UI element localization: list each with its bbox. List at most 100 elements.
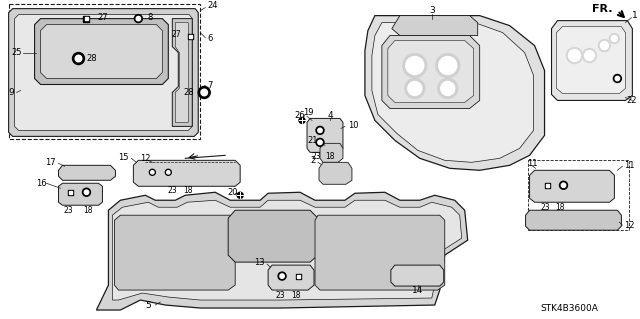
Text: 23: 23 xyxy=(541,203,550,212)
Text: 19: 19 xyxy=(303,108,313,117)
Text: 25: 25 xyxy=(12,48,22,57)
Text: 16: 16 xyxy=(36,179,47,188)
Circle shape xyxy=(403,54,427,78)
Bar xyxy=(188,34,193,39)
Circle shape xyxy=(559,181,568,189)
Text: 11: 11 xyxy=(625,161,635,170)
Text: FR.: FR. xyxy=(592,4,612,14)
Bar xyxy=(546,184,549,187)
Polygon shape xyxy=(228,210,318,262)
Text: 12: 12 xyxy=(140,154,150,163)
Polygon shape xyxy=(525,210,621,230)
Text: 12: 12 xyxy=(625,221,635,230)
Circle shape xyxy=(613,75,621,83)
Circle shape xyxy=(600,41,609,49)
Bar xyxy=(84,17,88,20)
Circle shape xyxy=(166,171,170,174)
Polygon shape xyxy=(175,23,188,122)
Circle shape xyxy=(584,50,595,61)
Polygon shape xyxy=(529,170,614,202)
Polygon shape xyxy=(391,265,444,286)
Polygon shape xyxy=(40,25,163,78)
Polygon shape xyxy=(172,19,192,126)
Circle shape xyxy=(318,140,322,145)
Circle shape xyxy=(611,36,618,41)
Text: 23: 23 xyxy=(275,291,285,300)
Bar xyxy=(8,4,200,139)
Circle shape xyxy=(566,48,582,63)
Circle shape xyxy=(299,117,305,123)
Circle shape xyxy=(83,188,90,196)
Polygon shape xyxy=(557,26,625,93)
Polygon shape xyxy=(365,16,545,170)
Polygon shape xyxy=(320,143,343,162)
Text: 26: 26 xyxy=(294,111,305,120)
Text: 8: 8 xyxy=(148,13,153,22)
Circle shape xyxy=(406,56,424,75)
Text: 4: 4 xyxy=(327,111,333,120)
Text: 10: 10 xyxy=(348,121,358,130)
Text: 27: 27 xyxy=(172,30,181,39)
Bar xyxy=(68,190,73,195)
Circle shape xyxy=(72,53,84,64)
Circle shape xyxy=(278,272,286,280)
Text: 2: 2 xyxy=(311,156,316,165)
Text: 18: 18 xyxy=(291,291,301,300)
Text: 23: 23 xyxy=(168,186,177,195)
Polygon shape xyxy=(372,23,534,162)
Circle shape xyxy=(582,48,596,63)
Circle shape xyxy=(84,190,89,195)
Text: 20: 20 xyxy=(227,188,237,197)
Bar xyxy=(189,35,192,38)
Text: 24: 24 xyxy=(207,1,218,10)
Text: 3: 3 xyxy=(429,6,435,15)
Bar xyxy=(527,160,629,230)
Text: 22: 22 xyxy=(627,96,637,105)
Circle shape xyxy=(316,138,324,146)
Circle shape xyxy=(615,76,620,81)
Polygon shape xyxy=(58,183,102,205)
Polygon shape xyxy=(15,15,192,130)
Polygon shape xyxy=(388,41,474,102)
Circle shape xyxy=(439,56,457,75)
Polygon shape xyxy=(268,265,314,290)
Bar xyxy=(545,183,550,188)
Text: 11: 11 xyxy=(527,159,538,168)
Text: 5: 5 xyxy=(145,300,151,309)
Bar xyxy=(296,274,301,278)
Circle shape xyxy=(441,81,455,95)
Circle shape xyxy=(150,171,154,174)
Text: 18: 18 xyxy=(555,203,564,212)
Circle shape xyxy=(318,128,322,133)
Text: 7: 7 xyxy=(207,81,212,90)
Text: 21: 21 xyxy=(307,136,318,145)
Polygon shape xyxy=(315,215,445,290)
Circle shape xyxy=(165,169,172,175)
Text: 27: 27 xyxy=(97,13,108,22)
Polygon shape xyxy=(97,192,468,310)
Text: 23: 23 xyxy=(311,152,321,161)
Text: 14: 14 xyxy=(412,286,424,294)
Polygon shape xyxy=(58,165,115,180)
Circle shape xyxy=(134,15,142,23)
Circle shape xyxy=(237,192,243,198)
Circle shape xyxy=(438,78,458,99)
Polygon shape xyxy=(319,162,352,184)
Circle shape xyxy=(561,183,566,188)
Text: 9: 9 xyxy=(8,88,14,97)
Bar xyxy=(69,191,72,194)
Text: 13: 13 xyxy=(255,258,265,267)
Polygon shape xyxy=(113,200,461,300)
Polygon shape xyxy=(382,36,479,108)
Text: 18: 18 xyxy=(83,206,92,215)
Polygon shape xyxy=(552,21,632,100)
Circle shape xyxy=(75,55,82,62)
Bar xyxy=(83,16,90,22)
Circle shape xyxy=(436,54,460,78)
Polygon shape xyxy=(8,9,198,137)
Polygon shape xyxy=(133,160,240,186)
Text: 18: 18 xyxy=(184,186,193,195)
Text: 15: 15 xyxy=(118,153,129,162)
Text: 28: 28 xyxy=(86,54,97,63)
Circle shape xyxy=(408,81,422,95)
